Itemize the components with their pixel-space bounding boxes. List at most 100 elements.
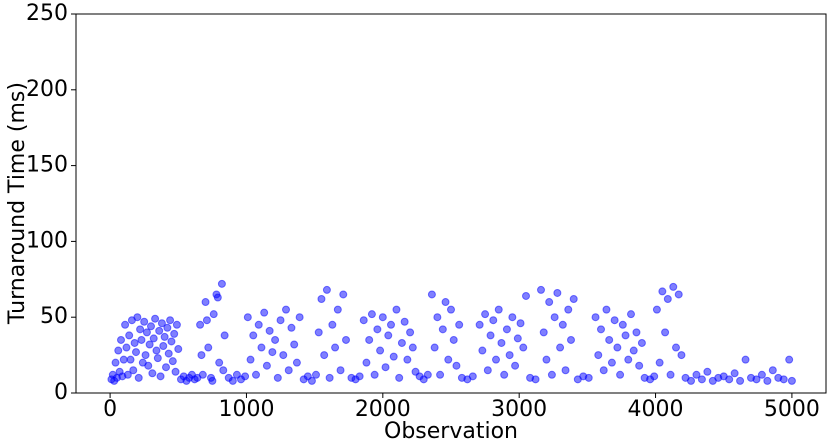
point — [387, 320, 395, 329]
point — [171, 367, 180, 376]
point — [725, 375, 734, 384]
point — [542, 355, 551, 364]
point — [273, 373, 282, 382]
point — [607, 358, 616, 367]
point — [129, 366, 138, 375]
point — [481, 310, 490, 319]
point — [276, 316, 285, 325]
point — [317, 295, 326, 304]
point — [652, 305, 661, 314]
point — [511, 361, 520, 370]
point — [400, 317, 409, 326]
point — [126, 355, 135, 364]
point — [145, 340, 154, 349]
point — [519, 343, 528, 352]
point — [130, 338, 139, 347]
point — [125, 331, 134, 340]
point — [376, 346, 385, 355]
y-tick-label: 50 — [40, 304, 68, 329]
point — [257, 343, 266, 352]
point — [328, 320, 337, 329]
point — [322, 285, 331, 294]
point — [213, 293, 222, 302]
point — [452, 361, 461, 370]
point — [198, 370, 207, 379]
x-tick-label: 5000 — [764, 397, 820, 422]
point — [271, 335, 280, 344]
x-tick-label: 1000 — [218, 397, 274, 422]
point — [757, 370, 766, 379]
point — [468, 372, 477, 381]
point — [494, 305, 503, 314]
point — [455, 320, 464, 329]
point — [134, 373, 143, 382]
point — [339, 290, 348, 299]
point — [121, 320, 130, 329]
point — [209, 310, 218, 319]
point — [246, 355, 255, 364]
point — [215, 358, 224, 367]
point — [602, 305, 611, 314]
point — [241, 372, 250, 381]
point — [282, 305, 290, 314]
point — [157, 319, 166, 328]
point — [677, 351, 686, 360]
point — [433, 313, 442, 322]
point — [403, 355, 412, 364]
point — [752, 375, 761, 384]
point — [228, 376, 237, 385]
point — [531, 375, 540, 384]
point — [122, 343, 131, 352]
point — [152, 346, 161, 355]
point — [658, 287, 667, 296]
point — [692, 370, 701, 379]
point — [362, 358, 371, 367]
point — [117, 335, 125, 344]
point — [629, 346, 638, 355]
point — [136, 325, 145, 334]
point — [613, 343, 622, 352]
point — [438, 325, 447, 334]
point — [168, 357, 177, 366]
point — [610, 316, 619, 325]
point — [635, 361, 644, 370]
point — [268, 348, 277, 357]
point — [137, 335, 146, 344]
point — [325, 373, 334, 382]
point — [132, 348, 140, 357]
point — [556, 343, 565, 352]
point — [736, 376, 745, 385]
point — [406, 328, 415, 337]
point — [537, 285, 545, 294]
point — [290, 340, 299, 349]
y-tick-label: 250 — [26, 1, 68, 26]
point — [423, 370, 432, 379]
point — [284, 366, 293, 375]
point — [151, 314, 160, 323]
point — [497, 338, 506, 347]
point — [486, 331, 495, 340]
point — [672, 343, 680, 352]
point — [539, 328, 548, 337]
point — [378, 313, 387, 322]
point — [703, 367, 712, 376]
point — [201, 298, 210, 307]
point — [114, 346, 123, 355]
point — [669, 282, 678, 291]
point — [666, 370, 675, 379]
point — [655, 358, 664, 367]
point — [785, 355, 794, 364]
point — [508, 313, 517, 322]
point — [408, 343, 417, 352]
point — [381, 363, 390, 372]
point — [333, 305, 342, 314]
x-tick-label: 0 — [103, 397, 117, 422]
point — [395, 373, 404, 382]
point — [220, 331, 229, 340]
y-tick-label: 200 — [26, 77, 68, 102]
point — [558, 320, 567, 329]
point — [252, 370, 260, 379]
point — [516, 319, 525, 328]
point — [164, 349, 173, 358]
